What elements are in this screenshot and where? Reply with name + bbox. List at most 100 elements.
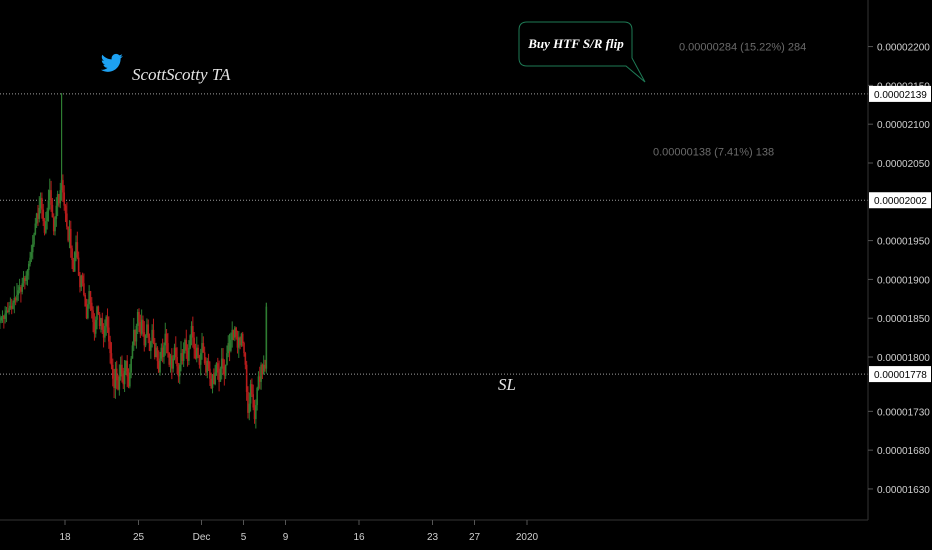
candle-body bbox=[51, 204, 54, 218]
candle-body bbox=[127, 376, 130, 387]
candle-body bbox=[45, 221, 47, 233]
candle-body bbox=[247, 391, 249, 413]
price-tick-label: 0.00001900 bbox=[877, 275, 930, 286]
candle-body bbox=[6, 310, 9, 312]
candle-body bbox=[134, 329, 136, 342]
candle-body bbox=[101, 318, 104, 330]
candle-body bbox=[39, 197, 42, 208]
candle-body bbox=[102, 329, 105, 338]
time-tick-label: 25 bbox=[133, 532, 145, 543]
candle-body bbox=[188, 347, 190, 361]
candle-body bbox=[262, 364, 265, 375]
price-axis[interactable]: 0.000022000.000021500.000021000.00002050… bbox=[868, 43, 931, 496]
time-tick-label: 27 bbox=[469, 532, 481, 543]
candle-body bbox=[156, 347, 159, 361]
candle-body bbox=[197, 347, 199, 356]
candle-body bbox=[190, 325, 193, 336]
candle-body bbox=[160, 347, 163, 359]
candle-body bbox=[68, 228, 71, 241]
candle-body bbox=[256, 388, 258, 406]
measurement-label: 0.00000138 (7.41%) 138 bbox=[653, 146, 774, 158]
candle-body bbox=[55, 205, 58, 219]
measurement-label: 0.00000284 (15.22%) 284 bbox=[679, 42, 806, 54]
candle-body bbox=[176, 357, 178, 367]
candle-body bbox=[25, 275, 27, 281]
candle-body bbox=[168, 353, 171, 365]
candle-body bbox=[169, 355, 172, 365]
candle-body bbox=[24, 277, 26, 281]
candle-body bbox=[122, 374, 125, 385]
candle-body bbox=[207, 360, 210, 369]
time-axis[interactable]: 18 25 Dec 5 9 16 23 27 2020 bbox=[59, 520, 539, 543]
candle-body bbox=[87, 304, 89, 319]
time-tick-label: 16 bbox=[353, 532, 365, 543]
candle-body bbox=[114, 368, 117, 389]
candle-body bbox=[31, 244, 34, 253]
candle-body bbox=[157, 360, 160, 373]
candle-body bbox=[75, 242, 77, 253]
candle-body bbox=[258, 376, 261, 382]
candle-body bbox=[234, 327, 236, 338]
candle-body bbox=[202, 343, 205, 353]
candle-body bbox=[203, 352, 206, 364]
callout-box bbox=[518, 21, 646, 83]
candle-body bbox=[172, 358, 174, 369]
price-tick-label: 0.00001630 bbox=[877, 485, 930, 496]
candle-body bbox=[146, 324, 148, 336]
price-tick-label: 0.00001950 bbox=[877, 237, 930, 248]
candle-body bbox=[30, 252, 33, 258]
candle-body bbox=[62, 180, 64, 193]
candle-body bbox=[17, 290, 20, 295]
candle-body bbox=[199, 353, 202, 365]
candle-body bbox=[104, 325, 106, 338]
candle-body bbox=[21, 283, 24, 292]
candle-body bbox=[38, 208, 41, 219]
candle-body bbox=[66, 213, 68, 227]
candle-body bbox=[85, 306, 88, 319]
candle-body bbox=[255, 405, 257, 420]
candle-body bbox=[81, 275, 84, 284]
price-tick-label: 0.00001800 bbox=[877, 353, 930, 364]
candle-body bbox=[5, 310, 8, 314]
time-tick-label: Dec bbox=[193, 532, 211, 543]
candle-body bbox=[111, 364, 114, 379]
candle-body bbox=[171, 355, 173, 369]
candle-body bbox=[117, 380, 119, 390]
price-tag-box bbox=[869, 366, 931, 383]
candle-body bbox=[100, 318, 102, 326]
candle-body bbox=[147, 324, 150, 338]
candle-body bbox=[125, 360, 127, 371]
candle-body bbox=[222, 358, 224, 367]
candle-body bbox=[90, 302, 93, 311]
candle-body bbox=[164, 333, 167, 346]
callout-note[interactable]: Buy HTF S/R flip bbox=[518, 21, 646, 83]
candle-body bbox=[163, 345, 165, 358]
candle-body bbox=[252, 394, 255, 408]
candle-body bbox=[174, 347, 177, 358]
candle-body bbox=[71, 248, 73, 260]
candle-body bbox=[94, 319, 97, 334]
watermark: ScottScotty TA bbox=[100, 53, 231, 84]
candle-body bbox=[195, 347, 198, 359]
candle-body bbox=[130, 358, 132, 373]
candle-body bbox=[219, 368, 222, 382]
candle-body bbox=[151, 329, 153, 342]
candle-body bbox=[9, 305, 12, 309]
candle-body bbox=[236, 336, 239, 348]
candle-body bbox=[226, 353, 228, 365]
time-tick-label: 23 bbox=[427, 532, 439, 543]
candle-body bbox=[244, 353, 247, 365]
candle-body bbox=[213, 374, 215, 385]
price-tag-box bbox=[869, 85, 931, 102]
candle-body bbox=[59, 190, 62, 204]
candle-body bbox=[118, 376, 121, 390]
candle-body bbox=[206, 360, 209, 373]
candle-body bbox=[63, 192, 66, 206]
price-tick-label: 0.00002100 bbox=[877, 120, 930, 131]
candle-body bbox=[50, 190, 52, 205]
candle-body bbox=[139, 322, 142, 334]
candle-body bbox=[84, 294, 87, 307]
candle-body bbox=[205, 363, 207, 373]
candle-body bbox=[239, 337, 241, 346]
